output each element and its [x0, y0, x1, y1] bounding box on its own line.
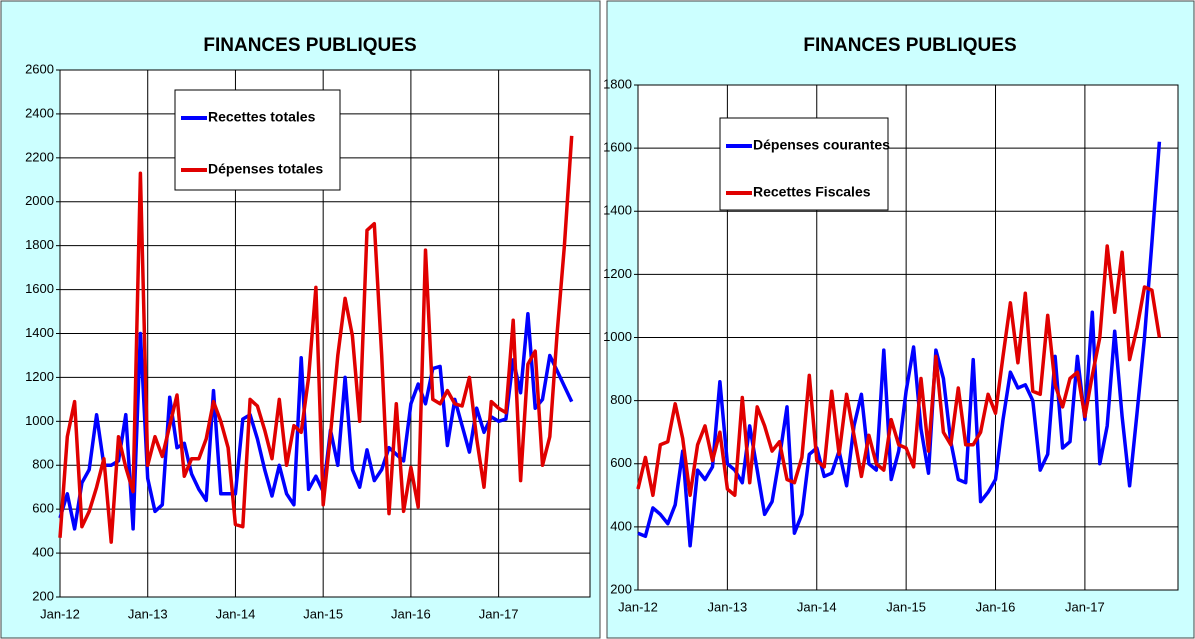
series-line — [637, 141, 1162, 548]
y-tick-label: 2600 — [25, 61, 54, 76]
chart-title: FINANCES PUBLIQUES — [203, 35, 416, 56]
y-tick-label: 1400 — [603, 203, 632, 218]
x-tick-label: Jan-12 — [40, 606, 80, 621]
x-tick-label: Jan-16 — [976, 599, 1016, 614]
y-tick-label: 400 — [32, 545, 54, 560]
y-tick-label: 1000 — [25, 413, 54, 428]
y-tick-label: 1800 — [25, 237, 54, 252]
y-tick-label: 1200 — [603, 266, 632, 281]
y-tick-label: 800 — [610, 392, 632, 407]
chart-title: FINANCES PUBLIQUES — [803, 35, 1016, 56]
y-tick-label: 800 — [32, 457, 54, 472]
y-tick-label: 1800 — [603, 76, 632, 91]
y-tick-label: 200 — [32, 588, 54, 603]
y-tick-label: 1600 — [25, 281, 54, 296]
legend-label: Dépenses totales — [208, 161, 323, 177]
y-tick-label: 2400 — [25, 105, 54, 120]
y-tick-label: 1400 — [25, 325, 54, 340]
y-tick-label: 2000 — [25, 193, 54, 208]
y-tick-label: 1200 — [25, 369, 54, 384]
legend — [174, 89, 341, 191]
legend-label: Dépenses courantes — [753, 137, 890, 153]
x-tick-label: Jan-13 — [128, 606, 168, 621]
x-tick-label: Jan-15 — [886, 599, 926, 614]
series-line — [58, 135, 574, 544]
series-line — [636, 244, 1162, 498]
x-tick-label: Jan-15 — [303, 606, 343, 621]
x-tick-label: Jan-14 — [797, 599, 837, 614]
x-tick-label: Jan-12 — [618, 599, 658, 614]
x-tick-label: Jan-14 — [216, 606, 256, 621]
y-tick-label: 600 — [610, 455, 632, 470]
legend-label: Recettes totales — [208, 109, 316, 125]
x-tick-label: Jan-17 — [1065, 599, 1105, 614]
y-tick-label: 600 — [32, 501, 54, 516]
y-tick-label: 1000 — [603, 329, 632, 344]
y-tick-label: 200 — [610, 581, 632, 596]
x-tick-label: Jan-13 — [708, 599, 748, 614]
y-tick-label: 1600 — [603, 140, 632, 155]
x-tick-label: Jan-16 — [391, 606, 431, 621]
legend-label: Recettes Fiscales — [753, 184, 871, 200]
y-tick-label: 2200 — [25, 149, 54, 164]
y-tick-label: 400 — [610, 518, 632, 533]
x-tick-label: Jan-17 — [479, 606, 519, 621]
